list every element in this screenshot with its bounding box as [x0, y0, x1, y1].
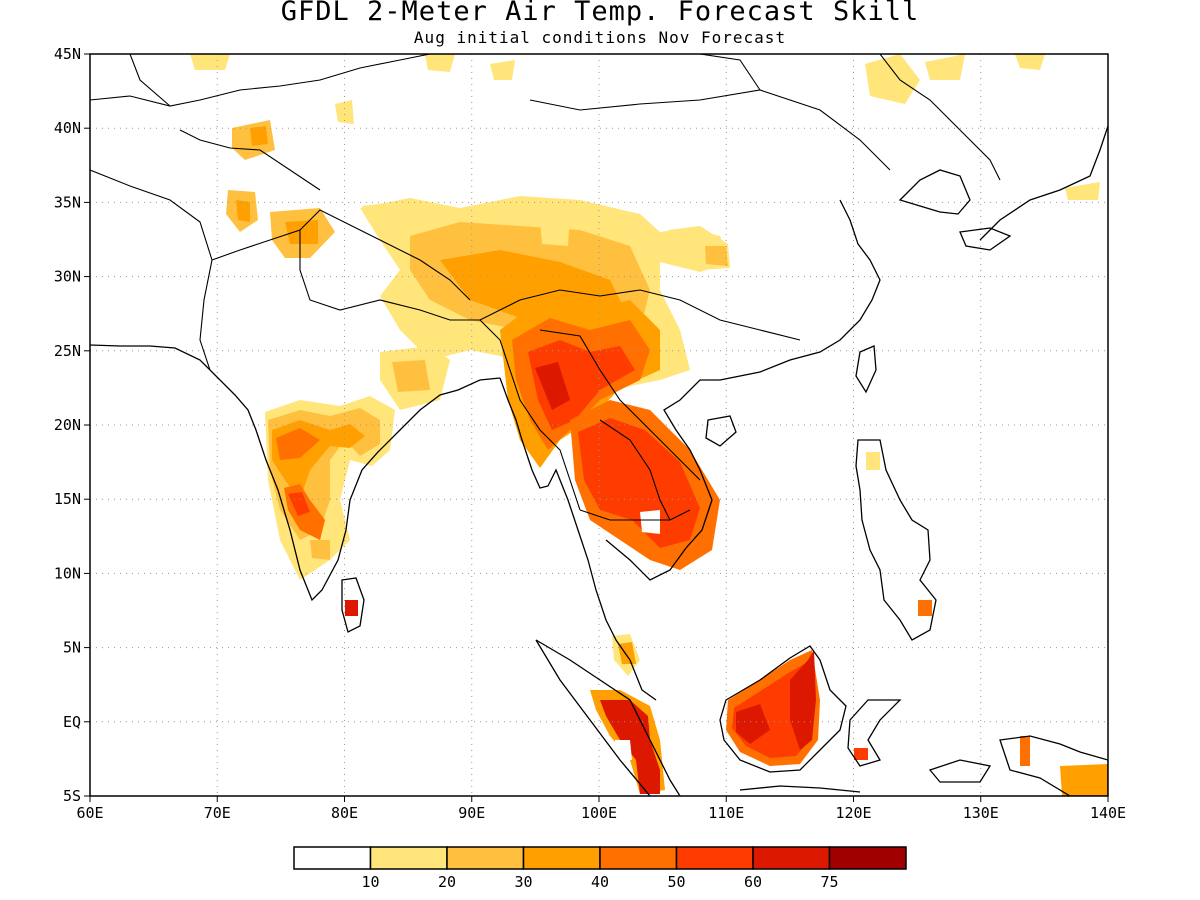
lat-tick-label: 15N	[54, 490, 81, 508]
colorbar-label: 20	[438, 873, 456, 891]
colorbar: 10 20 30 40 50 60 75	[293, 846, 907, 891]
colorbar-label: 30	[514, 873, 532, 891]
colorbar-label: 10	[361, 873, 379, 891]
gridlines	[90, 54, 1108, 796]
region-south-india-5	[288, 492, 310, 516]
region-north-patch	[425, 54, 455, 72]
lon-tick-label: 90E	[458, 804, 485, 822]
map-subtitle: Aug initial conditions Nov Forecast	[413, 28, 787, 47]
region-northeast-india-core	[392, 360, 430, 392]
colorbar-label: 50	[667, 873, 685, 891]
colorbar-swatch	[446, 846, 525, 870]
region-borneo-3	[790, 650, 816, 750]
colorbar-swatch	[293, 846, 372, 870]
coastlines	[90, 123, 1108, 796]
region-pakistan-core	[236, 200, 250, 222]
region-myanmar-4	[535, 362, 570, 410]
lon-tick-label: 140E	[1090, 804, 1126, 822]
lat-tick-label: 30N	[54, 268, 81, 286]
colorbar-swatch	[522, 846, 601, 870]
country-borders	[90, 54, 1001, 521]
lon-tick-label: 60E	[76, 804, 103, 822]
colorbar-swatch	[828, 846, 907, 870]
region-mindanao-patch	[918, 600, 932, 616]
region-north-patch	[1065, 182, 1100, 200]
lat-tick-label: 40N	[54, 119, 81, 137]
region-south-china-patch	[540, 212, 570, 246]
skill-shading	[190, 54, 1108, 796]
region-northwest-patch	[335, 100, 354, 124]
lat-tick-label: EQ	[63, 713, 81, 731]
region-new-guinea-east	[1060, 764, 1108, 796]
lat-tick-label: 35N	[54, 193, 81, 211]
region-central-india-4	[276, 428, 320, 460]
lon-tick-label: 130E	[963, 804, 999, 822]
region-eastern-china-core	[705, 246, 728, 266]
region-tibet-west-patch	[362, 200, 410, 222]
region-north-patch	[490, 60, 515, 80]
region-afghan-core	[250, 126, 268, 146]
region-kashmir-core	[285, 220, 318, 244]
lat-tick-label: 10N	[54, 564, 81, 582]
region-sulawesi-patch	[854, 748, 868, 760]
region-sumatra-white	[615, 740, 632, 760]
region-new-guinea-patch	[1020, 736, 1030, 766]
region-philippines-patch	[866, 452, 880, 470]
lat-tick-label: 5N	[63, 639, 81, 657]
region-south-india-tip	[310, 540, 330, 560]
colorbar-swatch	[599, 846, 678, 870]
map-title: GFDL 2-Meter Air Temp. Forecast Skill	[280, 0, 920, 27]
colorbar-label: 75	[820, 873, 838, 891]
colorbar-swatch	[752, 846, 831, 870]
lon-tick-label: 120E	[835, 804, 871, 822]
lon-tick-label: 80E	[331, 804, 358, 822]
region-borneo-3b	[736, 704, 770, 744]
lat-tick-label: 5S	[63, 787, 81, 805]
longitude-axis: 60E 70E 80E 90E 100E 110E 120E 130E 140E	[76, 796, 1126, 822]
region-north-patch	[865, 54, 920, 104]
region-indochina-white	[640, 510, 660, 534]
colorbar-label: 60	[744, 873, 762, 891]
colorbar-swatch	[369, 846, 448, 870]
colorbar-label: 40	[591, 873, 609, 891]
region-sri-lanka	[345, 600, 358, 616]
colorbar-swatch	[675, 846, 754, 870]
region-north-patch	[190, 54, 230, 70]
lon-tick-label: 100E	[581, 804, 617, 822]
region-north-patch	[1015, 54, 1045, 70]
lat-tick-label: 20N	[54, 416, 81, 434]
region-indochina-2	[578, 418, 700, 548]
lon-tick-label: 110E	[708, 804, 744, 822]
region-north-patch	[925, 54, 965, 80]
lat-tick-label: 45N	[54, 45, 81, 63]
lon-tick-label: 70E	[204, 804, 231, 822]
latitude-axis: 45N 40N 35N 30N 25N 20N 15N 10N 5N EQ 5S	[54, 45, 90, 805]
region-malay-2	[618, 642, 636, 664]
lat-tick-label: 25N	[54, 342, 81, 360]
